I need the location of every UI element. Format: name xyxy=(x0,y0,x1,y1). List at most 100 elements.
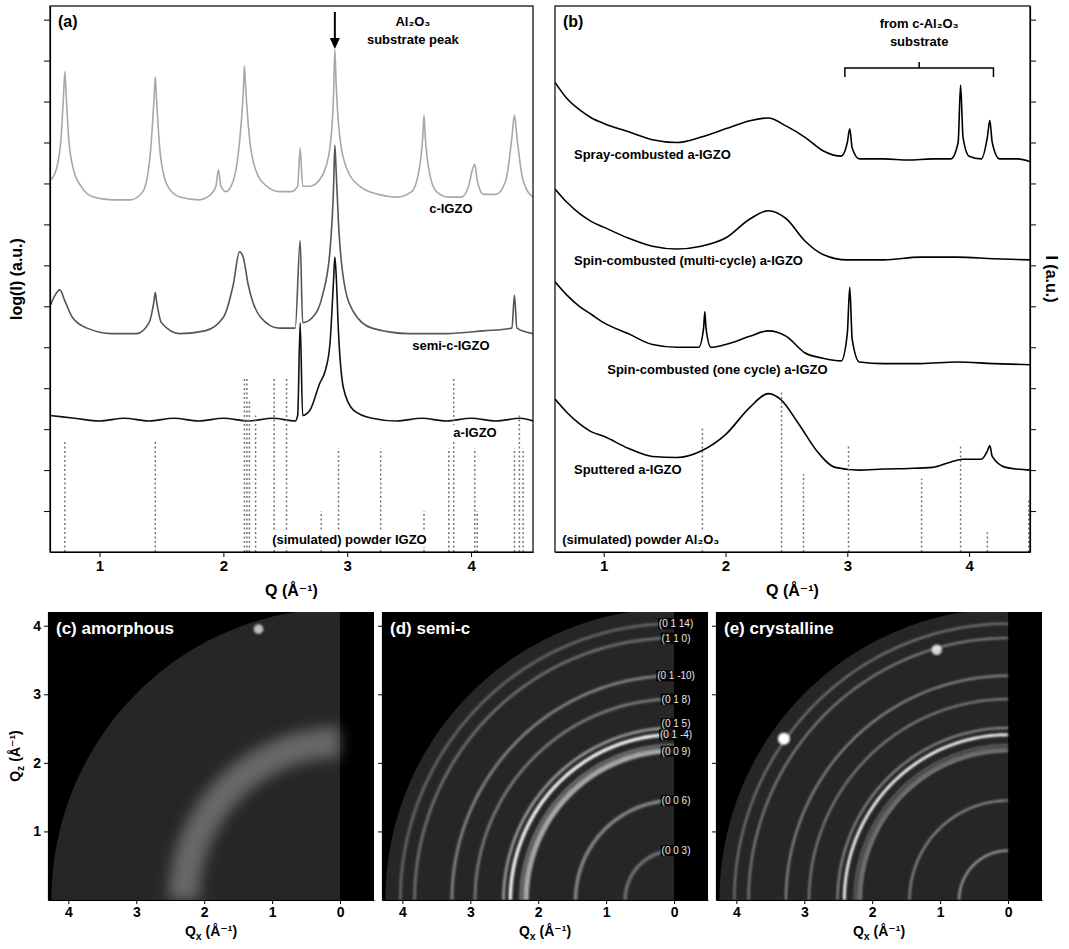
tick xyxy=(44,470,50,471)
tick-mark xyxy=(712,626,716,627)
ring xyxy=(452,676,674,900)
tick-mark xyxy=(44,763,48,764)
tick-mark xyxy=(44,143,50,144)
panel-title: (e) crystalline xyxy=(724,619,834,638)
image-area xyxy=(716,612,1042,900)
tick xyxy=(1030,388,1036,389)
series-label-group: (simulated) powder Al₂O₃ xyxy=(560,532,721,547)
stick xyxy=(448,448,450,552)
tick-label: 2 xyxy=(33,755,41,771)
tick: 3 xyxy=(801,900,809,920)
plot-area xyxy=(555,82,1030,552)
series-label-group: Spin-combusted (multi-cycle) a-IGZO xyxy=(572,253,805,268)
ring xyxy=(959,851,1008,900)
axis-line xyxy=(383,900,709,901)
panel: 1234(a)Q (Å⁻¹)log(I) (a.u.)c-IGZOsemi-c-… xyxy=(8,6,534,599)
ring-label-group: (0 1 -10) xyxy=(656,670,696,681)
panel-title: (b) xyxy=(563,13,583,30)
x-axis: 43210 xyxy=(383,900,709,920)
label-background xyxy=(661,845,692,856)
ring xyxy=(844,735,1008,900)
tick-mark xyxy=(1030,511,1036,512)
series-label-group: semi-c-IGZO xyxy=(410,338,491,353)
detector-region xyxy=(385,612,674,900)
tick xyxy=(1030,102,1036,103)
tick: 2 xyxy=(220,552,228,574)
label-background xyxy=(661,795,692,806)
ring xyxy=(910,801,1008,900)
tick-mark xyxy=(44,470,50,471)
ring-label: (0 1 5) xyxy=(662,718,691,729)
tick xyxy=(44,511,50,512)
tick-label: 2 xyxy=(722,557,730,574)
tick: 1 xyxy=(937,900,945,920)
tick: 1 xyxy=(96,552,104,574)
series-label: (simulated) powder IGZO xyxy=(272,532,427,547)
tick xyxy=(44,347,50,348)
tick-mark xyxy=(44,429,50,430)
ring xyxy=(524,748,674,900)
tick: 3 xyxy=(133,900,141,920)
tick xyxy=(44,429,50,430)
tick: 2 xyxy=(722,552,730,574)
y-axis xyxy=(44,7,51,553)
ring-label-group: (0 0 3) xyxy=(661,845,692,856)
series-labels: Spray-combusted a-IGZOSpin-combusted (mu… xyxy=(560,147,829,548)
tick: 0 xyxy=(671,900,679,920)
tick xyxy=(1030,429,1036,430)
line-series xyxy=(50,50,533,200)
tick-mark xyxy=(378,694,382,695)
axis-line xyxy=(382,613,383,901)
tick-mark xyxy=(378,763,382,764)
ring xyxy=(734,624,1008,900)
panel: 1234(b)Q (Å⁻¹)I (a.u.)Spray-combusted a-… xyxy=(555,6,1060,599)
axis-line xyxy=(556,552,1031,553)
label-background xyxy=(270,532,429,547)
axis-line xyxy=(49,900,375,901)
stick xyxy=(781,391,783,552)
tick xyxy=(1030,20,1036,21)
plot-frame xyxy=(555,6,1030,552)
tick xyxy=(378,626,382,627)
line-series xyxy=(555,394,1030,470)
tick xyxy=(1030,61,1036,62)
panel: 432101234(c) amorphousQx (Å⁻¹)Qz (Å⁻¹) xyxy=(7,609,375,942)
x-axis-title: Q (Å⁻¹) xyxy=(766,581,819,599)
tick-label: 4 xyxy=(33,618,41,634)
annotation-text: substrate xyxy=(890,34,949,49)
ring-label: (0 1 -10) xyxy=(657,670,695,681)
tick xyxy=(1030,470,1036,471)
line-series xyxy=(555,82,1030,161)
stick xyxy=(803,474,805,552)
tick-mark xyxy=(1030,102,1036,103)
axis-line xyxy=(51,552,534,553)
label-background xyxy=(605,362,829,377)
text-part: Q xyxy=(519,923,530,939)
plot-area xyxy=(50,50,533,552)
tick-mark xyxy=(712,694,716,695)
tick: 2 xyxy=(869,900,877,920)
tick-mark xyxy=(1030,183,1036,184)
ring-label-group: (0 0 9) xyxy=(661,746,692,757)
line-series xyxy=(555,189,1030,260)
ring-label-group: (0 1 5) xyxy=(661,718,692,729)
label-background xyxy=(661,718,692,729)
stick xyxy=(249,399,251,552)
stick xyxy=(64,440,66,552)
stick xyxy=(848,445,850,552)
tick-mark xyxy=(44,183,50,184)
y-axis xyxy=(1030,7,1036,553)
tick xyxy=(44,61,50,62)
ring-label: (0 0 9) xyxy=(662,746,691,757)
tick: 1 xyxy=(600,552,608,574)
stick xyxy=(246,377,248,552)
ring-label: (0 1 -4) xyxy=(660,729,692,740)
tick-mark xyxy=(44,306,50,307)
series-labels: c-IGZOsemi-c-IGZOa-IGZO(simulated) powde… xyxy=(270,201,499,547)
series-label: Sputtered a-IGZO xyxy=(574,462,682,477)
y-axis-title: log(I) (a.u.) xyxy=(8,238,25,320)
tick xyxy=(1030,183,1036,184)
tick: 1 xyxy=(269,900,277,920)
panel-title: (a) xyxy=(58,13,78,30)
tick-mark xyxy=(1030,306,1036,307)
